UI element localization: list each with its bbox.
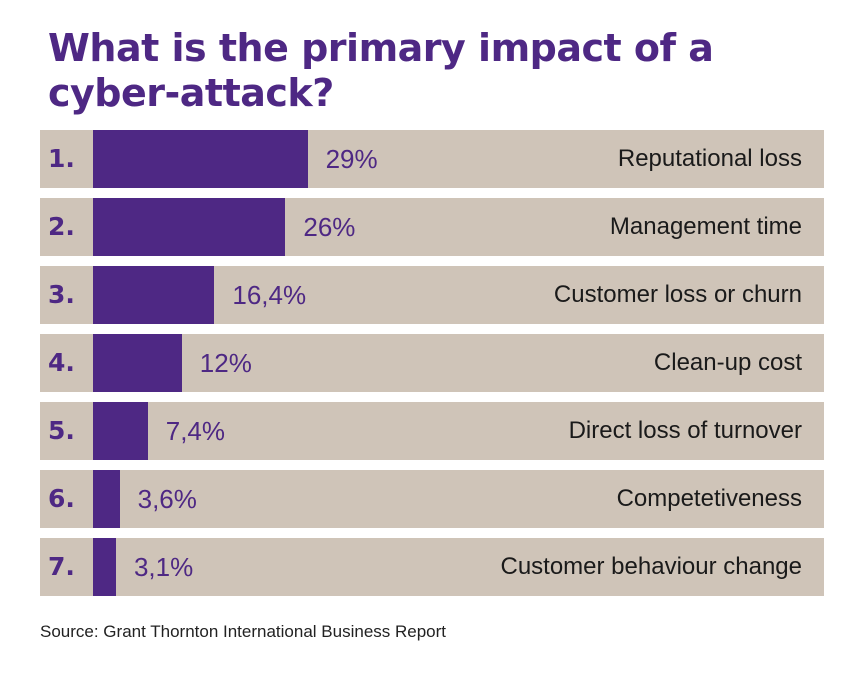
bar: [93, 266, 215, 324]
rank-label: 6.: [48, 484, 75, 513]
category-label: Management time: [609, 213, 802, 240]
value-label: 26%: [303, 212, 356, 242]
bar: [93, 538, 116, 596]
bar-row: 3. 16,4% Customer loss or churn: [40, 266, 824, 324]
rank-label: 4.: [48, 348, 75, 377]
rank-label: 3.: [48, 280, 75, 309]
category-label: Reputational loss: [617, 145, 802, 172]
rank-label: 7.: [48, 552, 75, 581]
category-label: Direct loss of turnover: [568, 417, 802, 444]
value-label: 3,6%: [137, 484, 197, 514]
bar: [93, 402, 148, 460]
category-label: Customer behaviour change: [500, 553, 802, 580]
bar: [93, 198, 286, 256]
bar-row: 7. 3,1% Customer behaviour change: [40, 538, 824, 596]
rank-label: 5.: [48, 416, 75, 445]
value-label: 16,4%: [232, 280, 307, 310]
category-label: Clean-up cost: [653, 349, 802, 376]
value-label: 7,4%: [165, 416, 226, 446]
bar-row: 4. 12% Clean-up cost: [40, 334, 824, 392]
chart-title: What is the primary impact of a cyber-at…: [48, 26, 714, 115]
bar-row: 5. 7,4% Direct loss of turnover: [40, 402, 824, 460]
bar-row: 6. 3,6% Competetiveness: [40, 470, 824, 528]
bar-row: 2. 26% Management time: [40, 198, 824, 256]
value-label: 29%: [325, 144, 378, 174]
rank-label: 2.: [48, 212, 75, 241]
category-label: Competetiveness: [616, 485, 802, 512]
bar-row: 1. 29% Reputational loss: [40, 130, 824, 188]
bar: [93, 334, 182, 392]
category-label: Customer loss or churn: [553, 281, 802, 308]
value-label: 3,1%: [133, 552, 194, 582]
bar-chart: 1. 29% Reputational loss 2. 26% Management ti…: [40, 130, 824, 606]
rank-label: 1.: [48, 144, 75, 173]
value-label: 12%: [199, 348, 252, 378]
bar: [93, 130, 308, 188]
bar: [93, 470, 120, 528]
source-note: Source: Grant Thornton International Bus…: [40, 622, 447, 641]
